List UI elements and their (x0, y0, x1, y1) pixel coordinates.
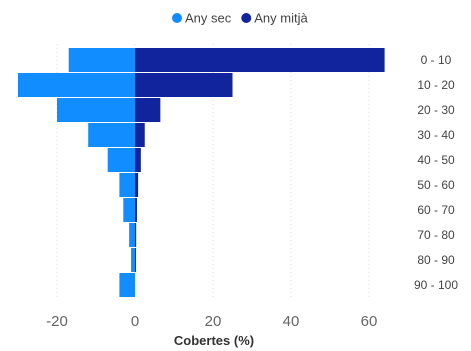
legend-label-1[interactable]: Any mitjà (254, 11, 308, 26)
bar-any-sec-8[interactable] (131, 248, 135, 272)
category-label-6: 60 - 70 (417, 203, 455, 217)
bar-any-mitja-2[interactable] (135, 98, 161, 122)
category-label-9: 90 - 100 (414, 278, 458, 292)
bar-any-sec-5[interactable] (119, 173, 135, 197)
legend-marker-0 (172, 13, 182, 23)
bar-any-sec-1[interactable] (18, 73, 135, 97)
bar-any-mitja-7[interactable] (135, 223, 137, 247)
x-tick-label-3: 40 (283, 313, 300, 330)
x-axis-ticks: -20 0 20 40 60 (46, 313, 377, 330)
bars (18, 48, 385, 297)
bar-any-sec-0[interactable] (68, 48, 135, 72)
bar-any-mitja-6[interactable] (135, 198, 137, 222)
bar-any-sec-6[interactable] (123, 198, 135, 222)
x-tick-label-0: -20 (46, 313, 68, 330)
category-labels: 0 - 10 10 - 20 20 - 30 30 - 40 40 - 50 50 - 6… (414, 53, 458, 292)
category-label-3: 30 - 40 (417, 128, 455, 142)
bar-any-mitja-5[interactable] (135, 173, 139, 197)
legend-label-0[interactable]: Any sec (185, 11, 232, 26)
bar-any-sec-4[interactable] (107, 148, 135, 172)
bar-any-sec-2[interactable] (57, 98, 135, 122)
x-tick-label-4: 60 (361, 313, 378, 330)
category-label-0: 0 - 10 (421, 53, 452, 67)
legend-marker-1 (241, 13, 252, 23)
bar-any-sec-9[interactable] (119, 273, 135, 297)
bar-any-sec-7[interactable] (129, 223, 135, 247)
legend[interactable]: Any sec Any mitjà (172, 11, 308, 26)
bar-any-mitja-3[interactable] (135, 123, 145, 147)
x-tick-label-2: 20 (205, 313, 222, 330)
category-label-8: 80 - 90 (417, 253, 455, 267)
category-label-5: 50 - 60 (417, 178, 455, 192)
category-label-4: 40 - 50 (417, 153, 455, 167)
bar-any-mitja-1[interactable] (135, 73, 233, 97)
category-label-2: 20 - 30 (417, 103, 455, 117)
bar-any-sec-3[interactable] (88, 123, 135, 147)
bar-any-mitja-0[interactable] (135, 48, 385, 72)
category-label-1: 10 - 20 (417, 78, 455, 92)
bar-any-mitja-4[interactable] (135, 148, 141, 172)
category-label-7: 70 - 80 (417, 228, 455, 242)
bar-any-mitja-8[interactable] (135, 248, 136, 272)
x-axis-title: Cobertes (%) (174, 333, 254, 348)
x-tick-label-1: 0 (131, 313, 139, 330)
